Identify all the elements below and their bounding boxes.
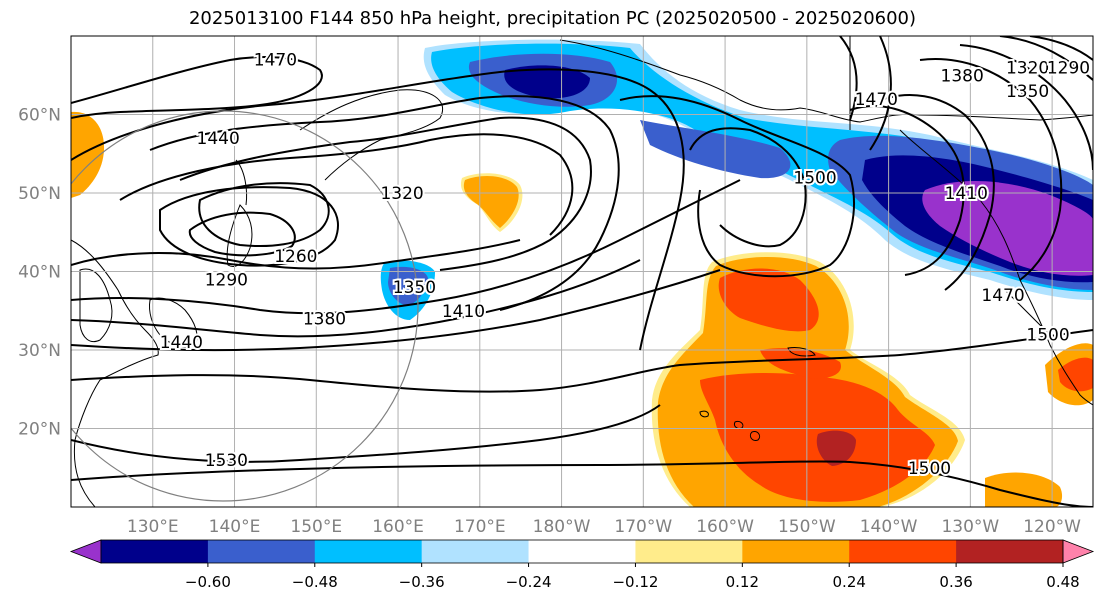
height-contours: [71, 36, 1093, 507]
longitude-tick-label: 180°W: [533, 517, 591, 537]
contour-label: 1380: [303, 310, 346, 330]
contour-label: 1470: [981, 286, 1024, 306]
contour-label: 1470: [855, 90, 898, 110]
colorbar-outline: [100, 539, 1064, 564]
reference-circle: [71, 110, 419, 502]
contour-label: 1500: [908, 459, 951, 479]
contour-label: 1440: [160, 333, 203, 353]
colorbar-bin: [207, 540, 316, 563]
colorbar: −0.60 −0.48 −0.36 −0.24 −0.12 0.12 0.24 0.36 0.4…: [69, 539, 1095, 591]
contour-label: 1320: [1006, 58, 1049, 78]
latitude-tick-label: 20°N: [18, 420, 61, 440]
latitude-tick-label: 50°N: [18, 184, 61, 204]
contour-label: 1470: [254, 51, 297, 71]
longitude-tick-label: 150°E: [290, 517, 342, 537]
colorbar-tick-label: −0.24: [506, 573, 552, 591]
longitude-tick-label: 160°E: [372, 517, 424, 537]
map-area: 1470 1440 1320 1260 1290 1350 1380 1410 1440 1530…: [71, 36, 1093, 507]
colorbar-bin: [742, 540, 850, 563]
contour-label: 1530: [205, 451, 248, 471]
contour-label: 1410: [442, 302, 485, 322]
precip-negative-shading: [380, 39, 1093, 320]
longitude-tick-label: 170°W: [614, 517, 672, 537]
colorbar-extend-min: [69, 539, 102, 564]
contour-labels: 1470 1440 1320 1260 1290 1350 1380 1410 1440 1530…: [158, 49, 1092, 481]
colorbar-bin: [956, 540, 1064, 563]
colorbar-bin: [314, 540, 423, 563]
contour-label: 1260: [274, 247, 317, 267]
colorbar-extend-max: [1062, 539, 1095, 564]
colorbar-tick-label: −0.36: [399, 573, 445, 591]
longitude-tick-label: 170°E: [454, 517, 506, 537]
longitude-tick-label: 160°W: [696, 517, 754, 537]
colorbar-tick-label: −0.48: [292, 573, 338, 591]
colorbar-bin: [528, 540, 636, 563]
longitude-labels: 130°E 140°E 150°E 160°E 170°E 180°W 170°W 160°W…: [127, 517, 1081, 537]
colorbar-bin: [101, 540, 209, 563]
figure-title: 2025013100 F144 850 hPa height, precipit…: [188, 8, 917, 29]
latitude-tick-label: 60°N: [18, 106, 61, 126]
contour-label: 1290: [205, 270, 248, 290]
latitude-tick-label: 40°N: [18, 263, 61, 283]
colorbar-tick-label: 0.36: [939, 573, 972, 591]
longitude-tick-label: 120°W: [1023, 517, 1081, 537]
colorbar-bin: [635, 540, 743, 563]
longitude-tick-label: 130°W: [941, 517, 999, 537]
colorbar-bin: [849, 540, 957, 563]
colorbar-tick-label: 0.24: [833, 573, 866, 591]
colorbar-tick-label: 0.48: [1046, 573, 1079, 591]
colorbar-tick-label: −0.12: [612, 573, 658, 591]
contour-label: 1500: [793, 168, 836, 188]
contour-label: 1500: [1026, 325, 1069, 345]
longitude-tick-label: 140°E: [209, 517, 261, 537]
contour-label: 1320: [380, 184, 423, 204]
longitude-tick-label: 140°W: [860, 517, 918, 537]
colorbar-bin: [421, 540, 530, 563]
precip-positive-shading: [71, 111, 1093, 507]
longitude-tick-label: 130°E: [127, 517, 179, 537]
latitude-labels: 60°N 50°N 40°N 30°N 20°N: [18, 106, 61, 440]
latitude-tick-label: 30°N: [18, 341, 61, 361]
contour-label: 1410: [945, 184, 988, 204]
colorbar-tick-label: −0.60: [185, 573, 231, 591]
contour-label: 1350: [1006, 82, 1049, 102]
colorbar-tick-label: 0.12: [726, 573, 759, 591]
contour-label: 1350: [393, 278, 436, 298]
contour-label: 1290: [1047, 58, 1090, 78]
contour-label: 1380: [941, 66, 984, 86]
map-frame: [70, 35, 1094, 508]
longitude-tick-label: 150°W: [778, 517, 836, 537]
contour-label: 1440: [197, 129, 240, 149]
